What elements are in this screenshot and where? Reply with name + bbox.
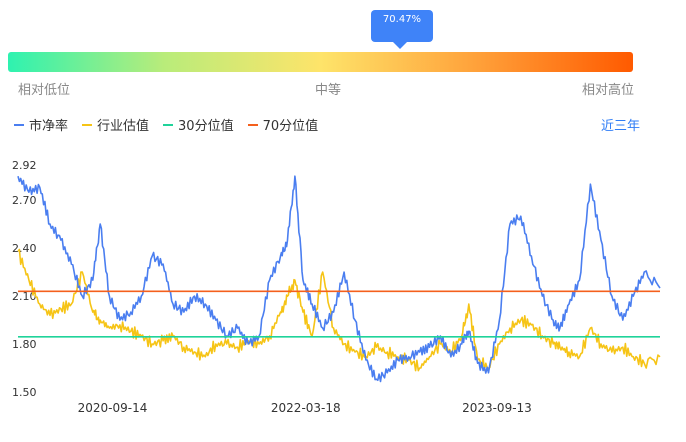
chart-legend: 市净率 行业估值 30分位值 70分位值 bbox=[14, 115, 318, 134]
legend-label-pb: 市净率 bbox=[29, 119, 69, 134]
legend-swatch-p30 bbox=[163, 123, 174, 126]
gauge-label-low: 相对低位 bbox=[18, 83, 71, 98]
legend-swatch-p70 bbox=[247, 123, 258, 126]
legend-item-p30[interactable]: 30分位值 bbox=[163, 115, 234, 134]
legend-label-industry: 行业估值 bbox=[97, 119, 150, 134]
y-tick-label: 1.80 bbox=[12, 338, 37, 351]
legend-item-industry[interactable]: 行业估值 bbox=[82, 115, 149, 134]
percentile-tooltip: 70.47% bbox=[371, 10, 433, 49]
series-line-pb bbox=[17, 175, 661, 383]
legend-label-p70: 70分位值 bbox=[262, 119, 319, 134]
legend-swatch-pb bbox=[14, 123, 24, 126]
y-tick-label: 2.40 bbox=[12, 242, 37, 255]
gauge-label-high: 相对高位 bbox=[582, 83, 635, 98]
valuation-gauge-bar bbox=[8, 52, 633, 72]
y-tick-label: 2.92 bbox=[12, 159, 37, 172]
legend-swatch-industry bbox=[82, 123, 93, 126]
gauge-label-mid: 中等 bbox=[315, 83, 342, 98]
series-line-industry bbox=[17, 248, 661, 372]
x-tick-label: 2020-09-14 bbox=[78, 401, 148, 415]
y-tick-label: 2.10 bbox=[12, 290, 37, 303]
range-selector-button[interactable]: 近三年 bbox=[600, 119, 640, 134]
y-tick-label: 1.50 bbox=[12, 386, 37, 399]
legend-label-p30: 30分位值 bbox=[178, 119, 234, 134]
x-tick-label: 2023-09-13 bbox=[462, 401, 532, 415]
x-tick-label: 2022-03-18 bbox=[271, 401, 341, 415]
legend-item-p70[interactable]: 70分位值 bbox=[247, 115, 319, 134]
y-tick-label: 2.70 bbox=[12, 194, 37, 207]
legend-item-pb[interactable]: 市净率 bbox=[14, 115, 68, 134]
